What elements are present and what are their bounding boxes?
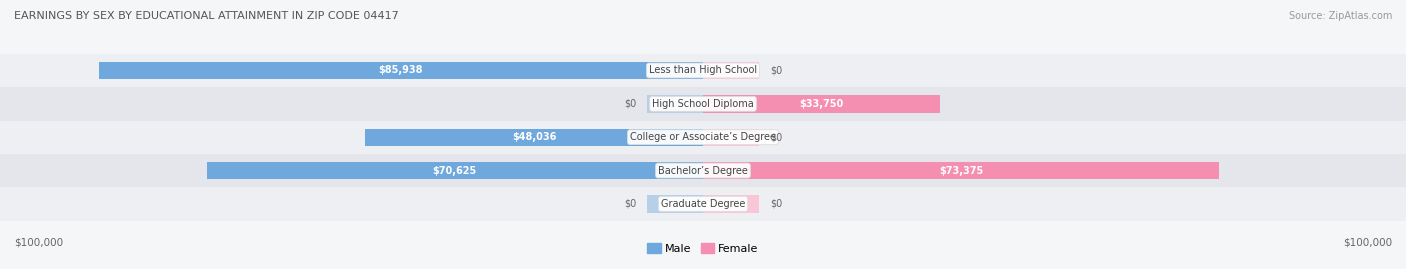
Text: $48,036: $48,036: [512, 132, 557, 142]
Text: Source: ZipAtlas.com: Source: ZipAtlas.com: [1288, 11, 1392, 21]
Bar: [0, 121, 1406, 154]
Bar: [703, 129, 759, 146]
Text: $70,625: $70,625: [433, 165, 477, 176]
Bar: [0, 54, 1406, 87]
Bar: [366, 129, 703, 146]
Text: $0: $0: [624, 99, 637, 109]
Text: $100,000: $100,000: [1343, 237, 1392, 247]
Bar: [647, 95, 703, 112]
Text: $0: $0: [770, 65, 782, 76]
Text: College or Associate’s Degree: College or Associate’s Degree: [630, 132, 776, 142]
Text: $73,375: $73,375: [939, 165, 983, 176]
Bar: [0, 154, 1406, 187]
Text: EARNINGS BY SEX BY EDUCATIONAL ATTAINMENT IN ZIP CODE 04417: EARNINGS BY SEX BY EDUCATIONAL ATTAINMEN…: [14, 11, 399, 21]
Text: Graduate Degree: Graduate Degree: [661, 199, 745, 209]
Text: $33,750: $33,750: [800, 99, 844, 109]
Bar: [703, 162, 1219, 179]
Bar: [207, 162, 703, 179]
Text: High School Diploma: High School Diploma: [652, 99, 754, 109]
Bar: [647, 195, 703, 213]
Text: $0: $0: [770, 132, 782, 142]
Legend: Male, Female: Male, Female: [643, 238, 763, 258]
Text: Bachelor’s Degree: Bachelor’s Degree: [658, 165, 748, 176]
Bar: [98, 62, 703, 79]
Bar: [703, 62, 759, 79]
Text: $100,000: $100,000: [14, 237, 63, 247]
Bar: [703, 95, 941, 112]
Text: $0: $0: [624, 199, 637, 209]
Text: $85,938: $85,938: [378, 65, 423, 76]
Bar: [0, 187, 1406, 221]
Text: $0: $0: [770, 199, 782, 209]
Bar: [0, 87, 1406, 121]
Text: Less than High School: Less than High School: [650, 65, 756, 76]
Bar: [703, 195, 759, 213]
